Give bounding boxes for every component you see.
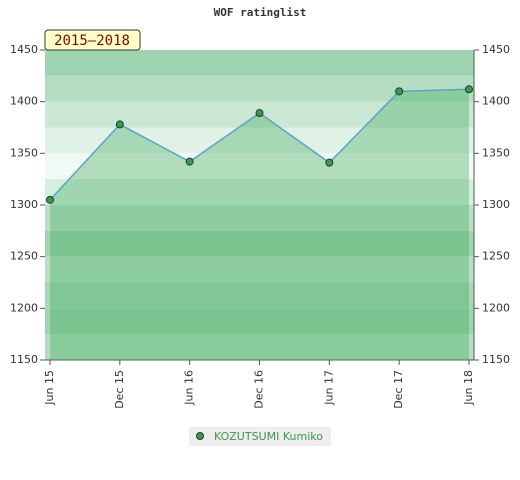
legend <box>189 427 331 446</box>
annotation-box <box>44 29 141 51</box>
y-tick-label: 1250 <box>10 250 38 263</box>
y2-tick-label: 1350 <box>482 146 510 159</box>
marker <box>325 158 334 167</box>
band <box>45 75 474 102</box>
band <box>45 308 474 335</box>
marker <box>395 87 404 96</box>
x-tick-label: Dec 16 <box>253 370 266 409</box>
y-tick-label: 1400 <box>10 95 38 108</box>
band <box>45 256 474 283</box>
y-tick-label: 1150 <box>10 353 38 366</box>
y2-tick-label: 1150 <box>482 353 510 366</box>
band <box>45 50 474 76</box>
y-tick-label: 1200 <box>10 301 38 314</box>
marker <box>185 157 194 166</box>
marker <box>46 195 54 204</box>
y-tick-label: 1350 <box>10 146 38 159</box>
y2-tick-label: 1250 <box>482 250 510 263</box>
y2-tick-label: 1450 <box>482 43 510 56</box>
legend-marker <box>196 432 204 440</box>
y2-tick-label: 1200 <box>482 301 510 314</box>
y2-tick-label: 1400 <box>482 95 510 108</box>
x-tick-label: Jun 15 <box>43 370 56 406</box>
x-tick-label: Jun 17 <box>322 370 335 406</box>
band <box>45 334 474 360</box>
annotation: 2015–2018 <box>54 33 130 49</box>
y-tick-label: 1450 <box>10 43 38 56</box>
chart-title: WOF ratinglist <box>214 6 307 19</box>
x-tick-label: Dec 15 <box>113 370 126 409</box>
y-tick-label: 1300 <box>10 198 38 211</box>
marker <box>255 109 264 118</box>
band <box>45 230 474 257</box>
area <box>50 89 469 361</box>
band <box>45 127 474 154</box>
plot-background <box>45 50 474 360</box>
marker <box>465 85 473 94</box>
y2-tick-label: 1300 <box>482 198 510 211</box>
marker <box>115 120 124 129</box>
x-tick-label: Dec 17 <box>392 370 405 409</box>
x-tick-label: Jun 18 <box>462 370 475 406</box>
band <box>45 205 474 231</box>
band <box>45 282 474 309</box>
legend-label: KOZUTSUMI Kumiko <box>214 430 323 443</box>
band <box>45 153 474 180</box>
band <box>45 179 474 205</box>
x-tick-label: Jun 16 <box>183 370 196 406</box>
